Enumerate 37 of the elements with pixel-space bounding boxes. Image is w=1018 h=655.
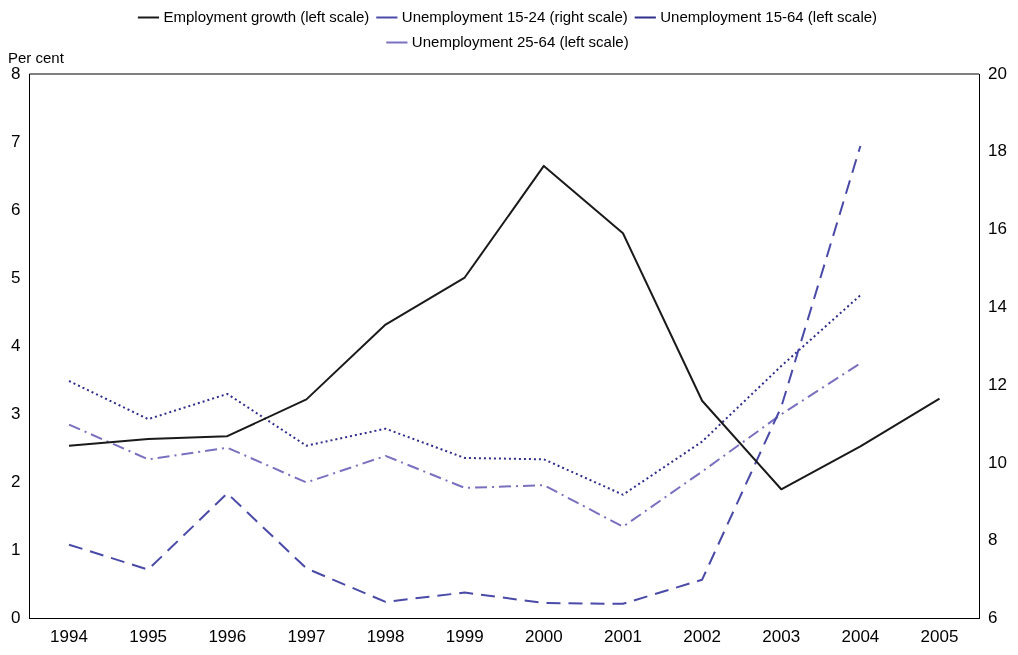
y2-tick-label: 20 <box>988 63 1008 83</box>
x-tick-label: 2004 <box>841 627 880 647</box>
y2-tick-label: 8 <box>988 530 998 550</box>
y-tick-label: 0 <box>10 608 21 628</box>
x-tick-label: 2002 <box>683 627 722 647</box>
legend-label: Employment growth (left scale) <box>163 7 370 25</box>
y-axis-title: Per cent <box>8 48 65 66</box>
line-series <box>68 144 862 605</box>
y-tick-label: 3 <box>10 404 21 424</box>
legend-label: Unemployment 25-64 (left scale) <box>411 32 629 50</box>
x-tick-label: 1995 <box>129 627 168 647</box>
x-tick-label: 1997 <box>287 627 326 647</box>
y-tick-label: 1 <box>10 540 21 560</box>
y-tick-label: 6 <box>10 199 21 219</box>
y2-tick-label: 16 <box>988 219 1008 239</box>
x-tick-label: 1999 <box>445 627 484 647</box>
y2-tick-label: 18 <box>988 141 1008 161</box>
y2-tick-label: 14 <box>988 297 1008 317</box>
legend-label: Unemployment 15-64 (left scale) <box>660 7 878 25</box>
x-tick-label: 2003 <box>762 627 801 647</box>
y-tick-label: 2 <box>10 472 21 492</box>
x-tick-label: 1994 <box>50 627 88 647</box>
x-tick-label: 1998 <box>366 627 405 647</box>
legend-label: Unemployment 15-24 (right scale) <box>401 7 628 25</box>
y-tick-label: 8 <box>10 63 21 83</box>
line-series <box>68 294 862 496</box>
y2-tick-label: 10 <box>988 452 1008 472</box>
y2-tick-label: 12 <box>988 374 1008 394</box>
x-tick-label: 2005 <box>920 627 959 647</box>
line-series <box>68 362 862 528</box>
y-tick-label: 4 <box>10 335 21 355</box>
y-tick-label: 5 <box>10 267 21 287</box>
y2-tick-label: 6 <box>988 608 998 628</box>
y-tick-label: 7 <box>10 131 21 151</box>
x-tick-label: 1996 <box>208 627 247 647</box>
x-tick-label: 2000 <box>524 627 563 647</box>
x-tick-label: 2001 <box>604 627 642 647</box>
